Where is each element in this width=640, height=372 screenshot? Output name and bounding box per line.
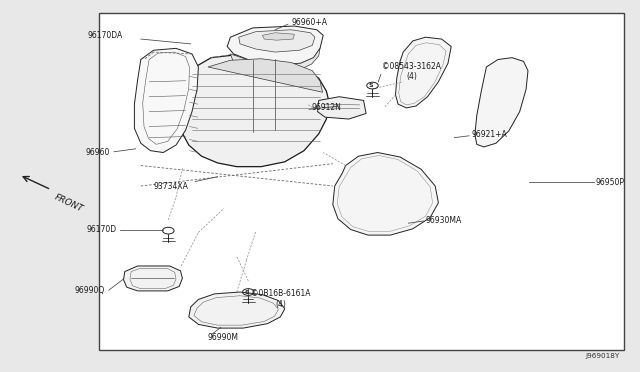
Polygon shape xyxy=(124,266,182,291)
Text: 96930MA: 96930MA xyxy=(426,216,462,225)
Text: FRONT: FRONT xyxy=(52,193,84,214)
Polygon shape xyxy=(208,59,323,92)
Text: ©0B16B-6161A
(4): ©0B16B-6161A (4) xyxy=(251,289,310,309)
Polygon shape xyxy=(396,37,451,108)
Text: 96912N: 96912N xyxy=(312,103,342,112)
Polygon shape xyxy=(475,58,528,147)
Text: 96170DA: 96170DA xyxy=(88,31,123,40)
Polygon shape xyxy=(189,292,285,328)
Text: 96170D: 96170D xyxy=(86,225,116,234)
Text: 96950P: 96950P xyxy=(595,178,624,187)
Text: ©08543-3162A
(4): ©08543-3162A (4) xyxy=(382,62,441,81)
Text: 96990M: 96990M xyxy=(207,333,238,342)
Polygon shape xyxy=(134,48,198,153)
Polygon shape xyxy=(262,33,294,40)
Polygon shape xyxy=(239,30,315,52)
Polygon shape xyxy=(230,48,320,72)
Text: S: S xyxy=(369,83,374,88)
Text: 96990Q: 96990Q xyxy=(74,286,104,295)
Text: S: S xyxy=(244,289,250,295)
Polygon shape xyxy=(333,153,438,235)
Text: 96921+A: 96921+A xyxy=(472,130,508,139)
Text: J969018Y: J969018Y xyxy=(585,353,620,359)
Polygon shape xyxy=(317,97,366,119)
Polygon shape xyxy=(227,26,323,65)
Bar xyxy=(99,13,624,350)
Text: 96960: 96960 xyxy=(86,148,110,157)
Text: 93734XA: 93734XA xyxy=(154,182,188,190)
Polygon shape xyxy=(179,54,330,167)
Text: 96960+A: 96960+A xyxy=(292,18,328,27)
